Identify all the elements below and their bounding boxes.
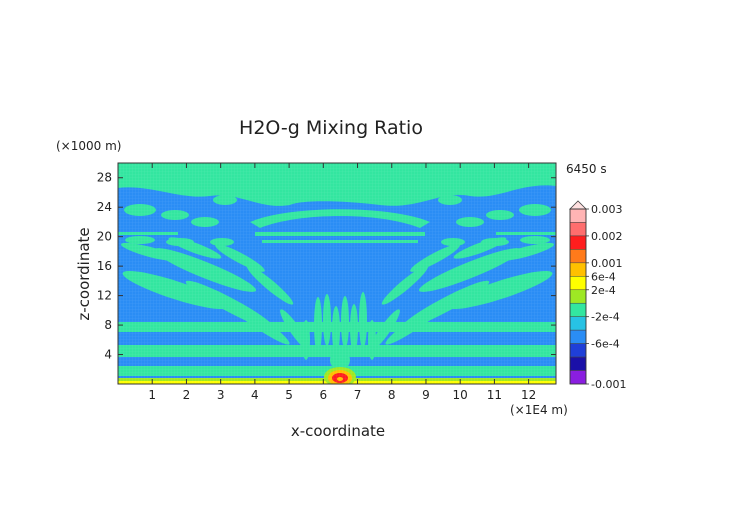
colorbar-band — [569, 208, 587, 223]
colorbar-band — [569, 289, 587, 304]
colorbar-label: 0.001 — [591, 257, 623, 270]
colorbar-band — [569, 222, 587, 237]
y-tick-label: 4 — [104, 348, 112, 362]
y-tick-label: 24 — [97, 200, 112, 214]
y-axis-ticks: 4 8 12 16 20 24 28 — [97, 171, 556, 362]
colorbar-band — [569, 262, 587, 277]
x-tick-label: 7 — [354, 388, 362, 402]
x-tick-label: 6 — [319, 388, 327, 402]
x-tick-label: 5 — [285, 388, 293, 402]
x-tick-label: 2 — [183, 388, 191, 402]
y-axis-label: z-coordinate — [75, 227, 93, 320]
y-tick-label: 16 — [97, 259, 112, 273]
chart-title: H2O-g Mixing Ratio — [239, 117, 423, 139]
y-tick-label: 8 — [104, 318, 112, 332]
colorbar-label: 0.003 — [591, 203, 623, 216]
x-tick-label: 1 — [148, 388, 156, 402]
colorbar-band — [569, 249, 587, 264]
colorbar-label: 6e-4 — [591, 270, 616, 283]
y-tick-label: 12 — [97, 289, 112, 303]
colorbar-label: -0.001 — [591, 378, 626, 391]
y-unit-label: (×1000 m) — [56, 139, 121, 153]
colorbar-band — [569, 329, 587, 344]
x-tick-label: 11 — [487, 388, 502, 402]
colorbar-band — [569, 370, 587, 385]
x-tick-label: 9 — [422, 388, 430, 402]
colorbar-frame — [569, 208, 587, 385]
colorbar-label: 0.002 — [591, 230, 623, 243]
y-tick-label: 28 — [97, 171, 112, 185]
y-tick-label: 20 — [97, 230, 112, 244]
x-tick-label: 3 — [217, 388, 225, 402]
x-unit-label: (×1E4 m) — [510, 403, 568, 417]
time-label: 6450 s — [566, 162, 607, 176]
colorbar-extend-arrow — [569, 200, 587, 210]
colorbar-band — [569, 356, 587, 371]
colorbar-label: -6e-4 — [591, 338, 620, 351]
x-axis-label: x-coordinate — [291, 422, 385, 440]
x-tick-label: 12 — [521, 388, 536, 402]
x-axis-ticks: 1 2 3 4 5 6 7 8 9 10 11 12 — [148, 163, 536, 402]
colorbar-band — [569, 343, 587, 358]
x-tick-label: 10 — [453, 388, 468, 402]
colorbar-band — [569, 302, 587, 317]
colorbar-label: -2e-4 — [591, 311, 620, 324]
colorbar-band — [569, 276, 587, 291]
x-tick-label: 8 — [388, 388, 396, 402]
colorbar-band — [569, 235, 587, 250]
grid-overlay — [118, 163, 556, 384]
heatmap-field — [118, 163, 556, 384]
x-tick-label: 4 — [251, 388, 259, 402]
colorbar-band — [569, 316, 587, 331]
colorbar-label: 2e-4 — [591, 284, 616, 297]
plot-frame — [117, 162, 557, 385]
